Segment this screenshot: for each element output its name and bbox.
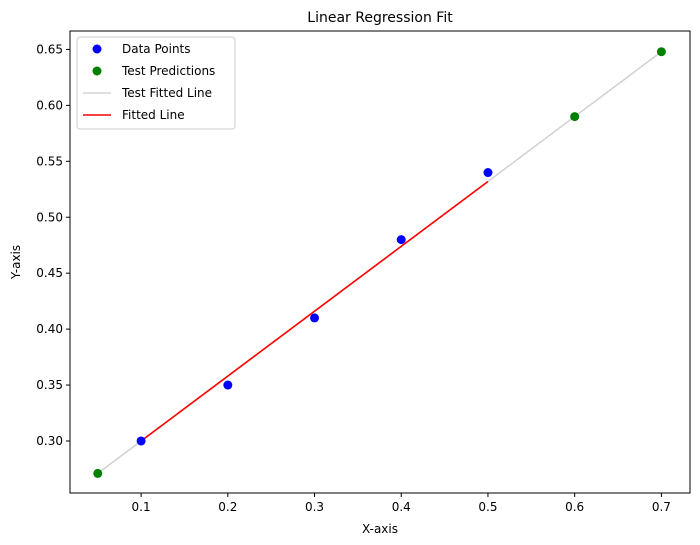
y-axis: 0.30 0.35 0.40 0.45 0.50 0.55 0.60 0.65 bbox=[36, 42, 70, 448]
legend-label: Test Fitted Line bbox=[121, 86, 212, 100]
y-tick-label: 0.55 bbox=[36, 154, 63, 168]
axes-frame bbox=[69, 30, 691, 494]
y-tick-label: 0.50 bbox=[36, 210, 63, 224]
test-predictions-point bbox=[93, 468, 103, 478]
legend: Data Points Test Predictions Test Fitted L… bbox=[76, 36, 236, 130]
y-axis-title: Y-axis bbox=[9, 245, 23, 280]
test-predictions-point bbox=[570, 112, 580, 122]
legend-label: Fitted Line bbox=[122, 108, 185, 122]
y-tick-label: 0.40 bbox=[36, 322, 63, 336]
y-tick-label: 0.35 bbox=[36, 378, 63, 392]
fitted-line-line bbox=[140, 180, 489, 442]
x-axis-title: X-axis bbox=[362, 522, 398, 536]
data-points-point bbox=[483, 168, 493, 178]
data-points-point bbox=[396, 235, 406, 245]
x-tick-label: 0.5 bbox=[478, 500, 497, 514]
legend-label: Data Points bbox=[122, 42, 191, 56]
test-predictions-point bbox=[656, 47, 666, 57]
x-tick-label: 0.6 bbox=[565, 500, 584, 514]
legend-label: Test Predictions bbox=[121, 64, 215, 78]
x-tick-label: 0.1 bbox=[132, 500, 151, 514]
data-points-legend-marker bbox=[92, 44, 102, 54]
x-tick-label: 0.4 bbox=[392, 500, 411, 514]
y-tick-label: 0.30 bbox=[36, 434, 63, 448]
legend-box bbox=[76, 36, 236, 130]
test-predictions-legend-marker bbox=[92, 66, 102, 76]
x-tick-label: 0.2 bbox=[218, 500, 237, 514]
y-tick-label: 0.65 bbox=[36, 42, 63, 56]
data-points-point bbox=[136, 436, 146, 446]
x-tick-label: 0.7 bbox=[652, 500, 671, 514]
x-tick-label: 0.3 bbox=[305, 500, 324, 514]
plot-area bbox=[93, 47, 666, 478]
x-axis: 0.1 0.2 0.3 0.4 0.5 0.6 0.7 bbox=[132, 493, 671, 514]
chart-title: Linear Regression Fit bbox=[307, 10, 453, 26]
data-points-point bbox=[310, 313, 320, 323]
data-points-point bbox=[223, 380, 233, 390]
y-tick-label: 0.45 bbox=[36, 266, 63, 280]
y-tick-label: 0.60 bbox=[36, 98, 63, 112]
